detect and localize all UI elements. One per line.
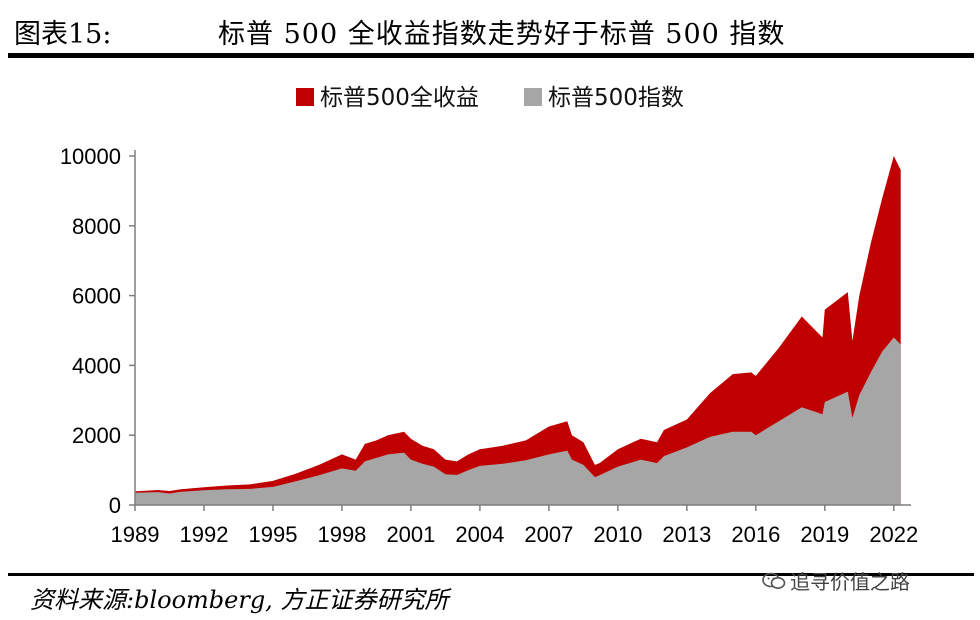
figure-title: 标普 500 全收益指数走势好于标普 500 指数 [218, 19, 786, 50]
figure-label: 图表15: [14, 19, 112, 50]
legend-label: 标普500全收益 [320, 85, 479, 111]
wechat-icon [762, 572, 786, 589]
watermark-text: 追寻价值之路 [790, 570, 910, 594]
y-tick-label: 0 [109, 493, 121, 518]
area-chart: 标普500全收益 标普500指数 0 2000 4000 6000 8000 10000 19… [60, 85, 918, 547]
x-tick-label: 2007 [524, 522, 573, 547]
x-tick-label: 2001 [386, 522, 435, 547]
x-tick-label: 1995 [248, 522, 297, 547]
x-tick-label: 2013 [662, 522, 711, 547]
x-tick-label: 1989 [111, 522, 160, 547]
legend: 标普500全收益 标普500指数 [296, 85, 684, 111]
x-tick-label: 2004 [455, 522, 504, 547]
x-tick-label: 2010 [593, 522, 642, 547]
series-area-0 [135, 156, 901, 505]
y-tick-label: 8000 [72, 214, 121, 239]
y-tick-label: 2000 [72, 423, 121, 448]
top-rule [8, 53, 974, 58]
series-area-1 [135, 337, 901, 505]
y-tick-label: 10000 [60, 144, 121, 169]
legend-swatch [296, 88, 314, 106]
x-tick-label: 2016 [731, 522, 780, 547]
legend-label: 标普500指数 [548, 85, 684, 111]
y-tick-label: 6000 [72, 284, 121, 309]
x-tick-label: 2019 [800, 522, 849, 547]
x-tick-label: 1998 [317, 522, 366, 547]
y-tick-label: 4000 [72, 353, 121, 378]
chart-areas [135, 156, 901, 505]
legend-swatch [524, 88, 542, 106]
x-tick-label: 2022 [869, 522, 918, 547]
x-tick-label: 1992 [180, 522, 229, 547]
source-note: 资料来源:bloomberg, 方正证券研究所 [30, 586, 449, 614]
bottom-rule [8, 573, 974, 576]
chart-axes: 0 2000 4000 6000 8000 10000 1989 1992 1995 1998 20… [60, 144, 918, 547]
watermark: 追寻价值之路 [762, 566, 910, 595]
figure-header: 图表15: 标普 500 全收益指数走势好于标普 500 指数 [0, 0, 980, 54]
